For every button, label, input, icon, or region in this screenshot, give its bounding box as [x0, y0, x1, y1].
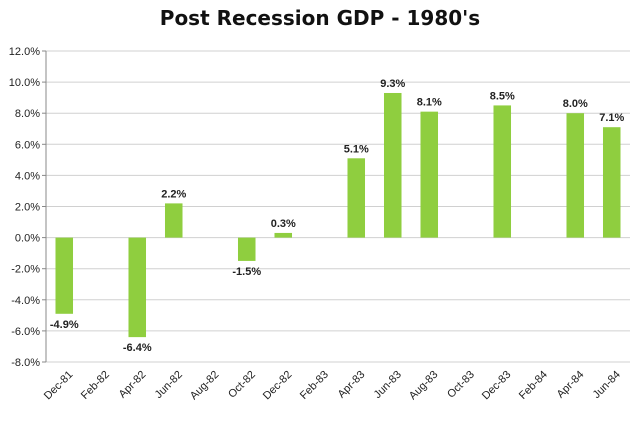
x-tick-label: Apr-84 [555, 369, 587, 401]
x-tick-label: Oct-83 [445, 369, 477, 401]
bar [128, 237, 147, 338]
data-label: 8.1% [417, 97, 442, 109]
chart-title: Post Recession GDP - 1980's [159, 6, 481, 30]
data-label: 5.1% [344, 143, 369, 155]
x-tick-label: Feb-84 [517, 369, 550, 402]
y-tick-label: 2.0% [15, 202, 40, 214]
data-label: 9.3% [380, 78, 405, 90]
x-tick-label: Aug-83 [407, 369, 441, 403]
y-tick-label: 12.0% [9, 46, 40, 58]
data-label: 7.1% [599, 112, 624, 124]
data-label: -6.4% [123, 342, 152, 354]
data-label: 2.2% [161, 188, 186, 200]
y-tick-label: 10.0% [9, 77, 40, 89]
x-tick-label: Aug-82 [188, 369, 222, 403]
bar [164, 203, 183, 238]
x-tick-label: Dec-82 [261, 369, 295, 403]
data-label: -4.9% [50, 319, 79, 331]
y-tick-label: -6.0% [11, 326, 40, 338]
x-tick-label: Feb-82 [79, 369, 112, 402]
data-label: 8.5% [490, 90, 515, 102]
bar [274, 232, 293, 238]
x-tick-label: Jun-83 [372, 369, 404, 401]
data-label: 0.3% [271, 218, 296, 230]
data-label: 8.0% [563, 98, 588, 110]
y-tick-label: -4.0% [11, 295, 40, 307]
y-tick-label: -8.0% [11, 357, 40, 369]
bar [602, 127, 621, 238]
bar [237, 237, 256, 261]
x-tick-label: Oct-82 [226, 369, 258, 401]
x-tick-label: Apr-82 [117, 369, 149, 401]
x-tick-label: Dec-81 [42, 369, 76, 403]
bar [55, 237, 74, 314]
y-tick-label: 6.0% [15, 139, 40, 151]
bar [420, 111, 439, 238]
y-tick-label: -2.0% [11, 264, 40, 276]
bar [347, 158, 366, 238]
x-tick-label: Jun-82 [153, 369, 185, 401]
y-tick-label: 4.0% [15, 170, 40, 182]
bar [493, 105, 512, 238]
x-tick-label: Jun-84 [591, 369, 623, 401]
bar [566, 113, 585, 238]
y-tick-label: 0.0% [15, 233, 40, 245]
bar [383, 92, 402, 238]
x-tick-label: Dec-83 [480, 369, 514, 403]
data-label: -1.5% [232, 266, 261, 278]
x-tick-label: Feb-83 [298, 369, 331, 402]
y-tick-label: 8.0% [15, 108, 40, 120]
x-tick-label: Apr-83 [336, 369, 368, 401]
